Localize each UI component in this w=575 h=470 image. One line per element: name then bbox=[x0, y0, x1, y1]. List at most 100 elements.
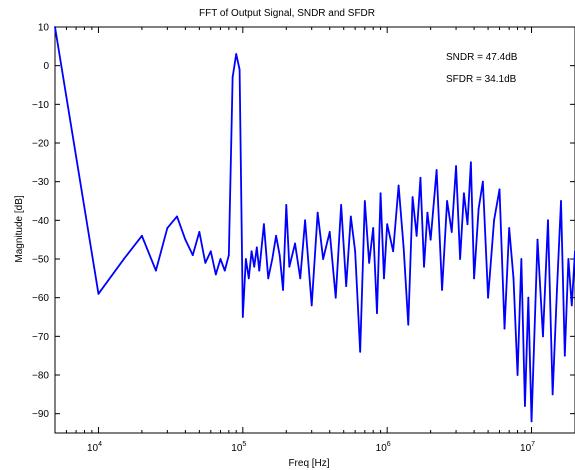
spectrum-point bbox=[397, 184, 400, 187]
y-tick-label: −50 bbox=[32, 255, 49, 266]
spectrum-point bbox=[542, 335, 544, 338]
spectrum-point bbox=[282, 289, 284, 291]
spectrum-point bbox=[288, 265, 291, 268]
spectrum-point bbox=[209, 250, 212, 253]
spectrum-point bbox=[477, 207, 480, 210]
spectrum-point bbox=[155, 269, 157, 272]
spectrum-point bbox=[527, 296, 530, 299]
spectrum-point bbox=[508, 227, 511, 229]
spectrum-point bbox=[345, 285, 348, 287]
spectrum-point bbox=[402, 246, 405, 249]
sfdr-annotation: SFDR = 34.1dB bbox=[446, 74, 517, 85]
spectrum-point bbox=[368, 261, 371, 264]
spectrum-point bbox=[349, 215, 352, 218]
spectrum-point bbox=[214, 273, 217, 276]
y-tick-label: −10 bbox=[32, 100, 49, 111]
spectrum-point bbox=[97, 292, 100, 295]
spectrum-point bbox=[446, 200, 448, 202]
spectrum-point bbox=[473, 277, 475, 280]
spectrum-point bbox=[392, 250, 395, 253]
spectrum-point bbox=[310, 304, 313, 307]
spectrum-point bbox=[294, 242, 296, 245]
y-tick-label: −20 bbox=[32, 139, 49, 150]
spectrum-point bbox=[459, 258, 462, 260]
spectrum-point bbox=[322, 258, 325, 260]
spectrum-point bbox=[278, 254, 281, 257]
spectrum-point bbox=[176, 215, 178, 218]
annotation-layer: SNDR = 47.4dB SFDR = 34.1dB bbox=[446, 52, 518, 85]
spectrum-point bbox=[267, 277, 270, 280]
y-tick-label: 0 bbox=[43, 61, 49, 72]
series-layer bbox=[54, 26, 575, 423]
spectrum-point bbox=[166, 227, 169, 229]
spectrum-point bbox=[556, 289, 558, 291]
x-tick-label: 107 bbox=[520, 441, 535, 454]
spectrum-point bbox=[547, 219, 549, 222]
spectrum-point bbox=[253, 265, 256, 268]
spectrum-point bbox=[354, 250, 357, 253]
spectrum-point bbox=[271, 258, 274, 260]
spectrum-point bbox=[498, 188, 501, 191]
spectrum-point bbox=[122, 258, 125, 260]
spectrum-point bbox=[250, 250, 253, 253]
spectrum-point bbox=[198, 231, 201, 233]
spectrum-point bbox=[503, 327, 506, 330]
spectrum-point bbox=[466, 223, 469, 226]
spectrum-point bbox=[231, 76, 234, 79]
spectrum-point bbox=[450, 231, 453, 233]
spectrum-point bbox=[520, 258, 523, 260]
spectrum-point bbox=[426, 211, 429, 214]
spectrum-point bbox=[372, 227, 375, 229]
y-tick-label: −40 bbox=[32, 216, 49, 227]
y-axis-title: Magnitude [dB] bbox=[14, 195, 25, 262]
spectrum-point bbox=[328, 231, 331, 233]
spectrum-series-line bbox=[54, 26, 575, 423]
spectrum-point bbox=[247, 277, 250, 280]
spectrum-point bbox=[238, 68, 241, 71]
spectrum-point bbox=[570, 304, 573, 307]
spectrum-point bbox=[204, 261, 207, 264]
spectrum-point bbox=[263, 223, 265, 226]
spectrum-point bbox=[258, 269, 261, 272]
x-tick-label: 104 bbox=[87, 441, 102, 454]
spectrum-point bbox=[512, 277, 515, 280]
spectrum-point bbox=[407, 323, 410, 326]
spectrum-point bbox=[359, 350, 362, 353]
y-tick-label: −60 bbox=[32, 293, 49, 304]
spectrum-point bbox=[524, 405, 526, 407]
spectrum-point bbox=[429, 238, 432, 241]
spectrum-point bbox=[516, 374, 519, 376]
spectrum-point bbox=[455, 165, 457, 168]
spectrum-point bbox=[530, 420, 533, 423]
y-tick-label: 10 bbox=[38, 23, 50, 34]
spectrum-point bbox=[285, 203, 288, 206]
spectrum-point bbox=[340, 203, 343, 206]
sndr-annotation: SNDR = 47.4dB bbox=[446, 52, 518, 63]
spectrum-point bbox=[441, 289, 443, 291]
spectrum-point bbox=[223, 269, 226, 272]
spectrum-point bbox=[469, 161, 472, 164]
ticks-layer: 10 0 −10 −20 −30 −40 −50 −60 −70 −80 −90 104 105 106 1… bbox=[32, 23, 575, 454]
spectrum-point bbox=[184, 238, 187, 241]
spectrum-point bbox=[493, 219, 495, 222]
spectrum-point bbox=[487, 296, 489, 299]
spectrum-point bbox=[415, 234, 418, 237]
spectrum-point bbox=[54, 26, 56, 28]
y-tick-label: −30 bbox=[32, 177, 49, 188]
spectrum-point bbox=[536, 238, 539, 241]
spectrum-point bbox=[299, 277, 302, 280]
spectrum-point bbox=[551, 393, 554, 396]
spectrum-point bbox=[435, 169, 438, 171]
spectrum-point bbox=[191, 254, 194, 257]
plot-frame bbox=[54, 26, 575, 434]
spectrum-point bbox=[419, 176, 422, 179]
spectrum-point bbox=[423, 265, 425, 268]
x-tick-label: 105 bbox=[231, 441, 246, 454]
spectrum-point bbox=[141, 234, 143, 237]
spectrum-point bbox=[411, 196, 414, 199]
spectrum-point bbox=[567, 258, 570, 260]
spectrum-point bbox=[244, 258, 247, 260]
y-tick-label: −90 bbox=[32, 409, 49, 420]
spectrum-point bbox=[379, 192, 382, 195]
